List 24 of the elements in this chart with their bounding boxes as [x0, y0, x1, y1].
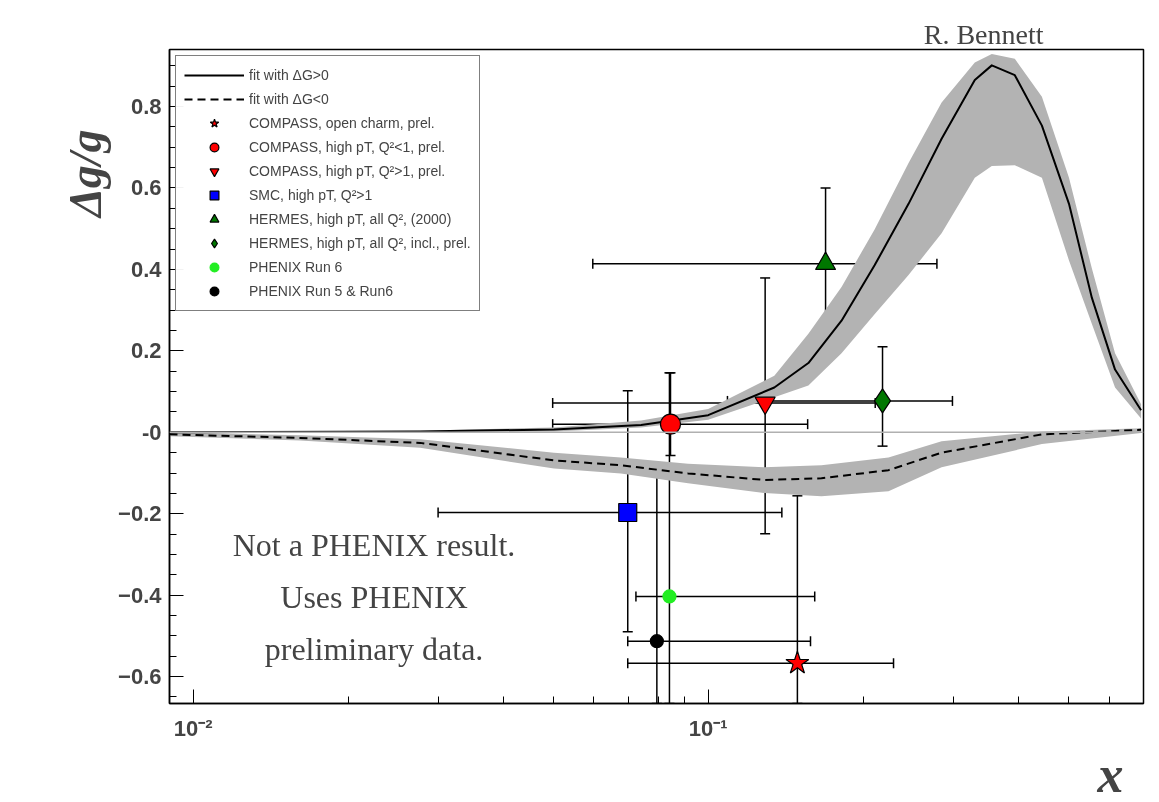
y-tick-label: −0.4 — [118, 582, 163, 608]
y-tick-label: -0 — [141, 419, 162, 445]
y-tick-label: −0.6 — [118, 664, 162, 690]
legend-label: fit with ΔG<0 — [249, 90, 329, 109]
annotation: R. Bennett — [923, 18, 1044, 50]
y-tick-label: 0.4 — [130, 256, 163, 282]
y-axis-title: Δg/g — [59, 129, 111, 220]
legend-label: HERMES, high pT, all Q², incl., prel. — [249, 234, 471, 253]
legend-label: SMC, high pT, Q²>1 — [249, 186, 373, 205]
y-tick-label: 0.6 — [130, 175, 162, 201]
y-tick-label: 0.2 — [130, 338, 162, 364]
annotation: Not a PHENIX result. Uses PHENIX preliminary data. — [232, 526, 516, 667]
legend-label: COMPASS, open charm, prel. — [249, 114, 435, 133]
y-tick-label: −0.2 — [118, 501, 162, 527]
legend-label: PHENIX Run 6 — [249, 258, 343, 277]
legend-label: fit with ΔG>0 — [249, 66, 329, 85]
legend-label: COMPASS, high pT, Q²>1, prel. — [249, 162, 446, 181]
y-tick-label: 0.8 — [130, 94, 162, 120]
legend-label: PHENIX Run 5 & Run6 — [249, 282, 393, 301]
legend-label: COMPASS, high pT, Q²<1, prel. — [249, 138, 446, 157]
x-axis-title: x — [1096, 745, 1124, 802]
x-tick-label: 10⁻² — [173, 715, 213, 741]
legend-label: HERMES, high pT, all Q², (2000) — [249, 210, 452, 229]
x-tick-label: 10⁻¹ — [688, 715, 728, 741]
